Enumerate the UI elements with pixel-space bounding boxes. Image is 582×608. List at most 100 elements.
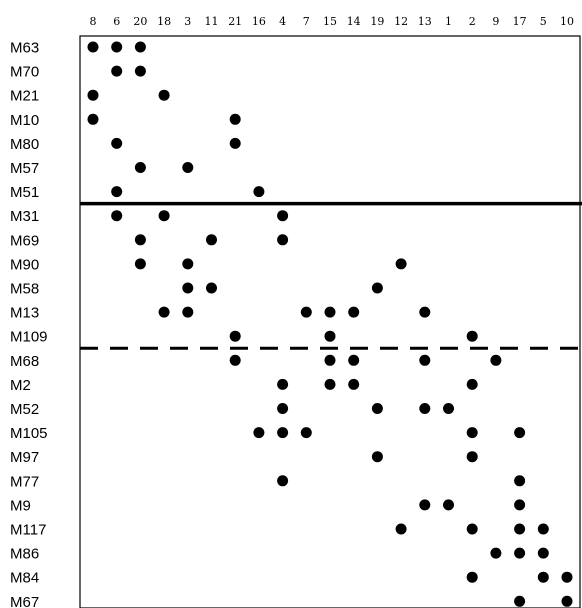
data-dot — [134, 162, 146, 173]
data-dot — [277, 234, 289, 246]
data-dot — [443, 499, 454, 511]
row-label: M67 — [10, 594, 39, 608]
data-dot — [514, 547, 526, 559]
data-dot — [324, 378, 336, 390]
data-dot — [514, 523, 526, 535]
column-label: 20 — [133, 15, 147, 28]
row-label: M105 — [10, 425, 48, 442]
column-label: 12 — [394, 15, 408, 28]
row-labels: M63 M70 M21 M10 M80 M57 M51 M31 M69 M90 M58 M13 M109… — [10, 40, 48, 608]
column-label: 17 — [513, 15, 527, 28]
data-dot — [466, 523, 478, 535]
data-dot — [182, 306, 194, 318]
data-dot — [514, 427, 526, 439]
row-label: M90 — [10, 256, 39, 273]
data-dot — [229, 354, 241, 366]
data-dot — [182, 282, 194, 294]
column-label: 3 — [184, 15, 191, 28]
data-dot — [371, 282, 383, 294]
data-dot — [134, 234, 146, 246]
row-label: M52 — [10, 401, 39, 418]
column-label: 6 — [113, 15, 120, 28]
data-dot — [229, 330, 241, 342]
column-label: 7 — [303, 15, 310, 28]
data-dot — [277, 378, 289, 390]
data-dot — [111, 41, 123, 53]
data-dot — [229, 113, 241, 125]
data-dot — [277, 475, 289, 487]
data-dot — [253, 186, 265, 198]
row-label: M31 — [10, 208, 39, 225]
data-dot — [514, 499, 526, 511]
data-dot — [371, 451, 383, 463]
row-label: M69 — [10, 232, 39, 249]
data-dot — [253, 427, 265, 439]
row-label: M84 — [10, 570, 39, 587]
row-label: M10 — [10, 112, 39, 129]
separators — [80, 201, 582, 350]
data-dot — [514, 475, 526, 487]
row-label: M9 — [10, 497, 31, 514]
data-dot — [111, 210, 123, 222]
data-dot — [277, 403, 289, 414]
data-dot — [466, 451, 478, 463]
column-label: 5 — [540, 15, 547, 28]
data-dot — [348, 378, 360, 390]
row-label: M117 — [10, 522, 46, 539]
data-dot — [206, 282, 217, 294]
column-label: 21 — [228, 15, 242, 28]
data-dot — [348, 306, 360, 318]
data-dot — [87, 89, 99, 101]
data-dot — [419, 306, 431, 318]
data-dot — [419, 354, 431, 366]
column-label: 15 — [323, 15, 337, 28]
row-label: M86 — [10, 546, 39, 563]
data-dot — [87, 41, 99, 53]
data-dot — [134, 65, 146, 77]
data-dot — [419, 403, 431, 414]
column-label: 11 — [205, 15, 219, 28]
column-label: 16 — [252, 15, 266, 28]
data-dot — [182, 162, 194, 173]
row-label: M80 — [10, 136, 39, 153]
column-label: 1 — [445, 15, 452, 28]
data-dot — [466, 378, 478, 390]
column-label: 10 — [560, 15, 574, 28]
row-label: M68 — [10, 353, 39, 370]
data-dot — [182, 258, 194, 270]
row-label: M109 — [10, 329, 48, 346]
data-dot — [158, 306, 170, 318]
data-dot — [371, 403, 383, 414]
data-dot — [348, 354, 360, 366]
data-dot — [111, 65, 123, 77]
data-dot — [158, 89, 170, 101]
data-dot — [466, 330, 478, 342]
data-dot — [466, 571, 478, 583]
column-label: 19 — [370, 15, 384, 28]
data-dot — [300, 306, 312, 318]
row-label: M13 — [10, 305, 39, 322]
column-labels: 8 6 20 18 3 11 21 16 4 7 15 14 19 12 13 1 2 9 17 5 10 — [90, 15, 575, 28]
data-dot — [277, 427, 289, 439]
row-label: M2 — [10, 377, 31, 394]
data-dot — [561, 571, 573, 583]
column-label: 13 — [418, 15, 432, 28]
row-label: M97 — [10, 449, 39, 466]
data-dot — [490, 354, 502, 366]
data-dot — [466, 427, 478, 439]
plot-frame — [79, 35, 581, 608]
row-label: M63 — [10, 40, 39, 57]
data-dot — [514, 595, 526, 607]
data-dot — [134, 41, 146, 53]
data-dot — [324, 306, 336, 318]
row-label: M57 — [10, 160, 39, 177]
column-label: 18 — [157, 15, 171, 28]
data-dot — [561, 595, 573, 607]
column-label: 8 — [90, 15, 97, 28]
data-dot — [490, 547, 502, 559]
row-label: M21 — [10, 88, 39, 105]
data-dot — [87, 113, 99, 125]
data-dot — [111, 137, 123, 149]
row-label: M58 — [10, 281, 39, 298]
